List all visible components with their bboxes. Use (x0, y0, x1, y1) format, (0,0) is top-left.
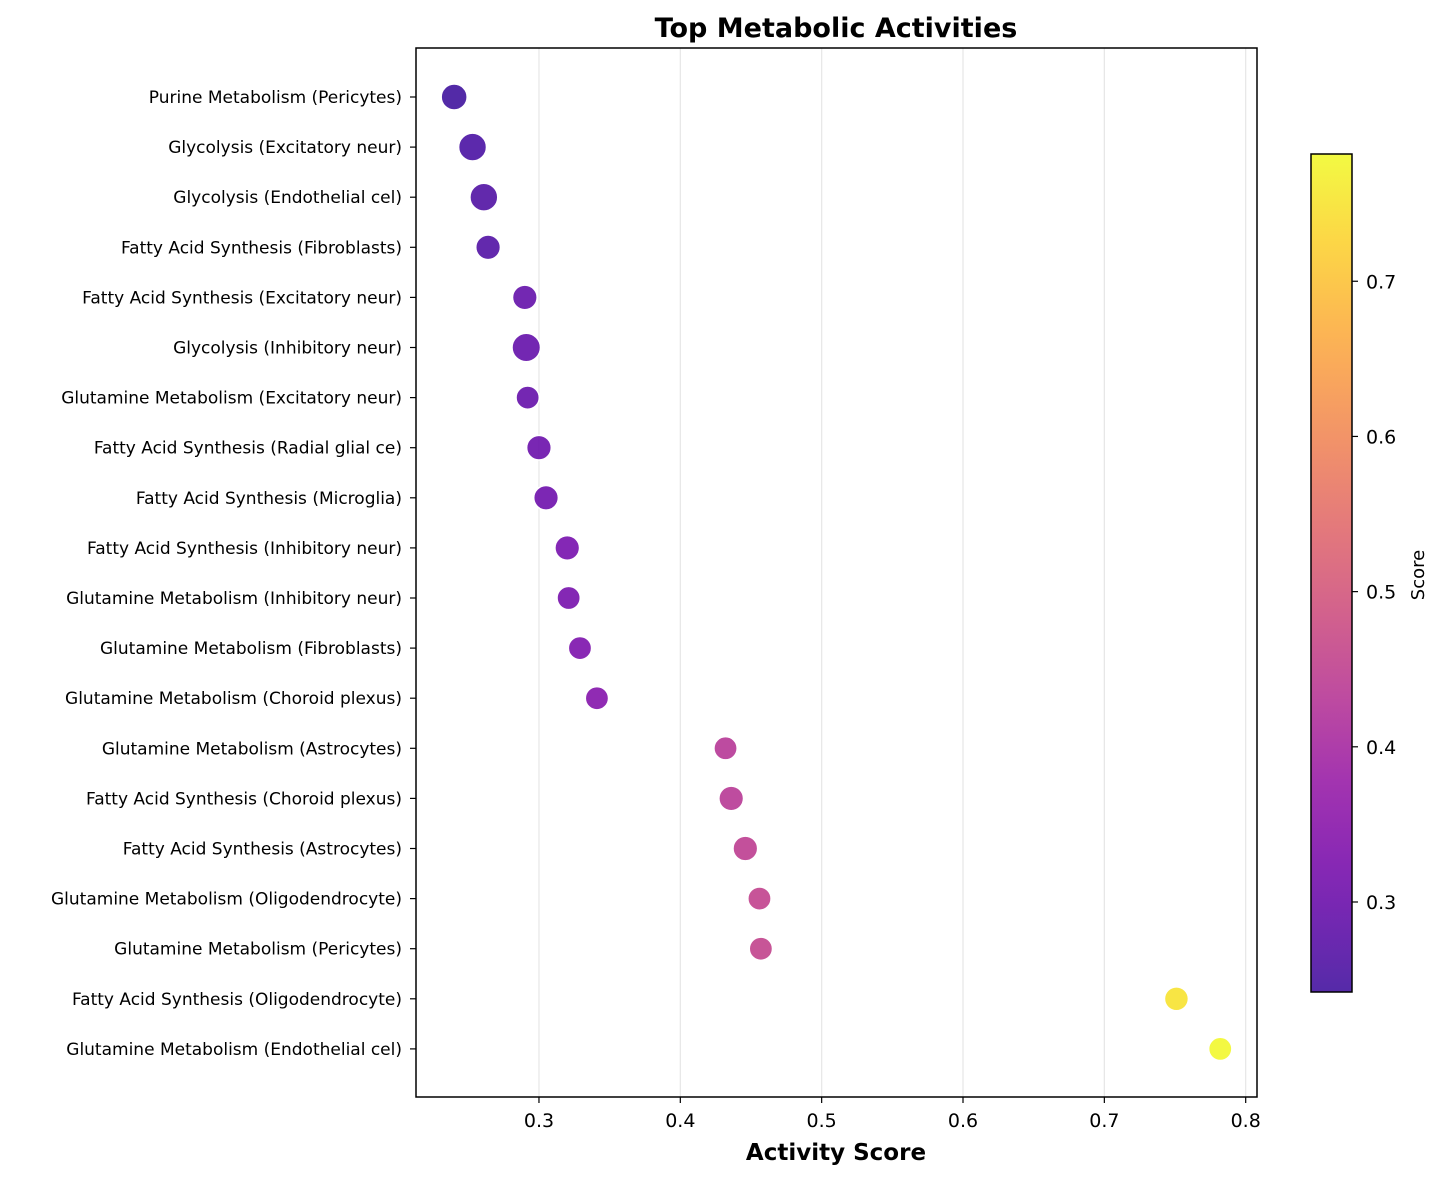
data-point (457, 132, 488, 162)
data-points (440, 83, 1233, 1062)
y-tick-label: Glycolysis (Excitatory neur) (168, 138, 402, 158)
colorbar-tick-label: 0.3 (1366, 892, 1396, 914)
data-point (1163, 986, 1190, 1012)
colorbar-tick-label: 0.6 (1366, 426, 1396, 448)
x-tick-label: 0.3 (524, 1110, 554, 1132)
data-point (584, 685, 610, 711)
data-point (515, 385, 541, 410)
chart-title: Top Metabolic Activities (655, 13, 1018, 44)
data-point (440, 83, 468, 111)
data-point (475, 234, 502, 261)
colorbar-tick-label: 0.7 (1366, 271, 1396, 293)
y-axis-ticks: Purine Metabolism (Pericytes) Glycolysis … (51, 88, 416, 1060)
y-tick-label: Glutamine Metabolism (Endothelial cel) (66, 1040, 402, 1060)
data-point (748, 936, 774, 962)
data-point (718, 785, 745, 812)
y-tick-label: Fatty Acid Synthesis (Fibroblasts) (121, 238, 402, 258)
y-tick-label: Glutamine Metabolism (Astrocytes) (102, 739, 402, 759)
x-tick-label: 0.4 (665, 1110, 695, 1132)
data-point (732, 835, 759, 862)
data-point (532, 484, 560, 511)
data-point (554, 534, 581, 561)
y-tick-label: Glutamine Metabolism (Excitatory neur) (61, 389, 402, 409)
colorbar-label: Score (1408, 550, 1429, 600)
y-tick-label: Fatty Acid Synthesis (Astrocytes) (123, 840, 402, 860)
data-point (511, 332, 542, 363)
y-tick-label: Fatty Acid Synthesis (Inhibitory neur) (87, 539, 402, 559)
y-tick-label: Glutamine Metabolism (Oligodendrocyte) (51, 890, 402, 910)
y-tick-label: Fatty Acid Synthesis (Microglia) (136, 489, 402, 509)
data-point (469, 182, 499, 212)
data-point (525, 434, 553, 461)
y-tick-label: Fatty Acid Synthesis (Excitatory neur) (82, 288, 402, 308)
colorbar (1310, 153, 1353, 993)
y-tick-label: Purine Metabolism (Pericytes) (149, 88, 402, 108)
y-tick-label: Fatty Acid Synthesis (Radial glial ce) (94, 439, 402, 459)
x-tick-label: 0.6 (948, 1110, 978, 1132)
x-tick-label: 0.8 (1231, 1110, 1261, 1132)
data-point (511, 284, 538, 311)
data-point (567, 635, 593, 661)
data-point (747, 886, 772, 911)
colorbar-tick-label: 0.4 (1366, 737, 1396, 759)
x-tick-label: 0.7 (1089, 1110, 1119, 1132)
y-tick-label: Glutamine Metabolism (Choroid plexus) (65, 689, 402, 709)
y-tick-label: Glutamine Metabolism (Fibroblasts) (100, 639, 402, 659)
y-tick-label: Glutamine Metabolism (Pericytes) (114, 940, 402, 960)
y-tick-label: Glycolysis (Endothelial cel) (173, 188, 402, 208)
data-point (1207, 1036, 1233, 1062)
colorbar-ticks: 0.3 0.4 0.5 0.6 0.7 (1352, 271, 1396, 914)
x-axis-ticks: 0.3 0.4 0.5 0.6 0.7 0.8 (524, 1097, 1261, 1132)
y-tick-label: Glycolysis (Inhibitory neur) (173, 339, 402, 359)
data-point (713, 735, 738, 761)
x-tick-label: 0.5 (807, 1110, 837, 1132)
y-tick-label: Glutamine Metabolism (Inhibitory neur) (66, 589, 402, 609)
y-tick-label: Fatty Acid Synthesis (Oligodendrocyte) (72, 990, 402, 1010)
data-point (556, 585, 582, 611)
plot-area-frame (415, 47, 1258, 1098)
x-gridlines (538, 48, 1247, 1097)
colorbar-tick-label: 0.5 (1366, 582, 1396, 604)
x-axis-label: Activity Score (746, 1140, 926, 1166)
y-tick-label: Fatty Acid Synthesis (Choroid plexus) (86, 789, 402, 809)
